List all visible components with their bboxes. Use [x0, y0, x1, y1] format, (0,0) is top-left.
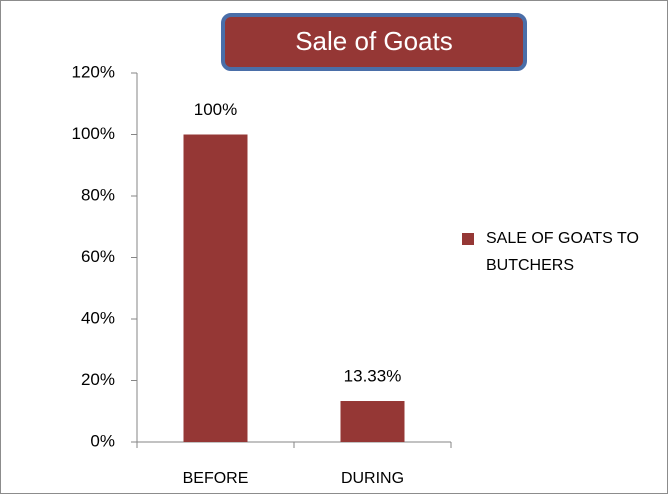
- data-label: 100%: [194, 100, 237, 119]
- y-tick-label: 40%: [81, 308, 115, 327]
- bar: [340, 401, 405, 442]
- title-box: [221, 13, 527, 71]
- y-tick-label: 120%: [72, 62, 115, 81]
- bar: [183, 134, 248, 442]
- x-tick-label: BEFORE: [183, 470, 249, 487]
- y-tick-label: 20%: [81, 370, 115, 389]
- y-tick-label: 0%: [90, 431, 115, 450]
- chart-title: Sale of Goats: [295, 26, 453, 56]
- y-tick-label: 100%: [72, 124, 115, 143]
- x-tick-label: DURING: [341, 470, 404, 487]
- legend-swatch: [462, 233, 474, 245]
- data-label: 13.33%: [344, 366, 402, 385]
- legend: SALE OF GOATS TO BUTCHERS: [462, 230, 662, 279]
- legend-label: SALE OF GOATS TO BUTCHERS: [486, 230, 639, 274]
- y-tick-label: 60%: [81, 247, 115, 266]
- y-tick-label: 80%: [81, 185, 115, 204]
